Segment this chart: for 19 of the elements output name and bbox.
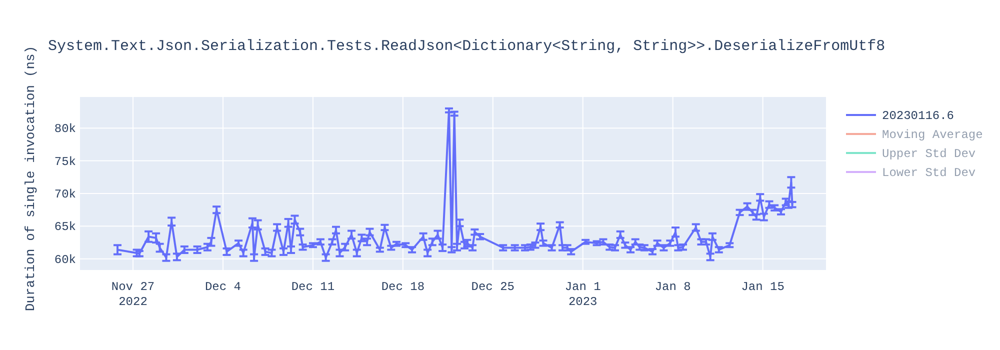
- y-axis-title: Duration of single invocation (ns): [23, 46, 38, 312]
- x-tick-label: Dec 4: [204, 280, 241, 294]
- y-tick-label: 65k: [54, 220, 76, 234]
- x-tick-label: Jan 15: [741, 280, 784, 294]
- x-tick-label: Nov 27 2022: [111, 280, 155, 309]
- legend-label: Upper Std Dev: [882, 147, 976, 161]
- legend-label: 20230116.6: [882, 109, 954, 123]
- x-tick-label: Dec 18: [381, 280, 425, 294]
- y-tick-label: 75k: [54, 154, 76, 169]
- legend-label: Lower Std Dev: [882, 166, 976, 180]
- legend-label: Moving Average: [882, 128, 983, 142]
- y-tick-label: 70k: [54, 187, 76, 202]
- y-tick-label: 60k: [54, 252, 76, 267]
- x-tick-label: Jan 1 2023: [564, 280, 601, 309]
- y-tick-label: 80k: [54, 122, 76, 136]
- x-tick-label: Jan 8: [654, 280, 691, 294]
- chart-title: System.Text.Json.Serialization.Tests.ReadJson<Dictionary<String, String>>.DeserializeFromUtf8: [48, 38, 886, 55]
- x-tick-label: Dec 25: [471, 280, 515, 294]
- x-tick-label: Dec 11: [291, 280, 335, 294]
